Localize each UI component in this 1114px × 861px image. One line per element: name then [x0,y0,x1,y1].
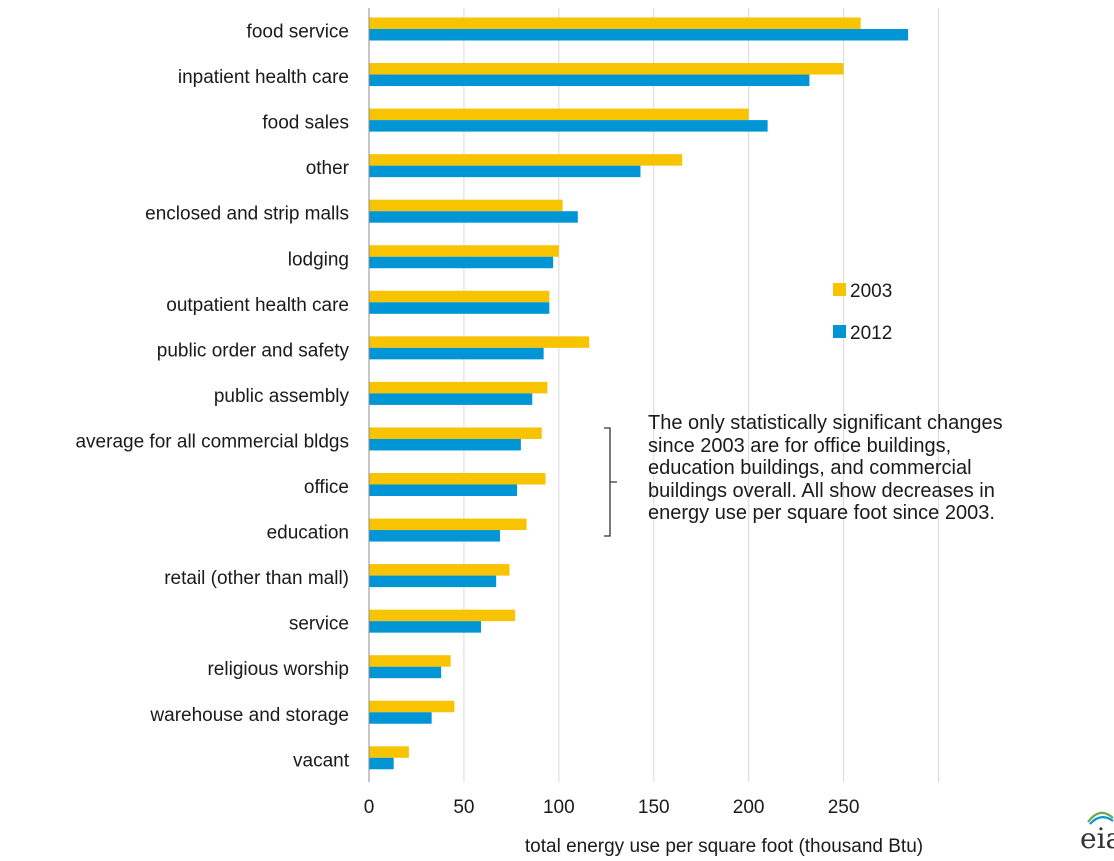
bar-2012 [369,757,394,770]
category-label: other [306,158,350,179]
category-label: religious worship [207,659,349,680]
bar-2003 [369,655,451,667]
legend: 2003 2012 [833,281,892,344]
category-label: enclosed and strip malls [145,204,349,225]
bar-2012 [369,575,497,588]
bar-2012 [369,165,641,178]
x-tick-label: 250 [828,797,860,818]
bar-2003 [369,746,409,758]
category-label: inpatient health care [178,67,349,88]
category-label: vacant [293,750,350,771]
category-label: education [267,523,349,544]
bar-2003 [369,199,563,212]
bar-2012 [369,530,500,542]
annotation-text: The only statistically significant chang… [648,412,1003,525]
legend-label-2003: 2003 [850,281,892,302]
x-axis-label: total energy use per square foot (thousa… [525,836,923,857]
x-tick-label: 50 [453,797,474,818]
category-label: service [289,614,349,635]
category-label: public order and safety [157,340,350,361]
bar-2012 [369,393,533,405]
bar-2003 [369,245,559,257]
bar-2003 [369,381,548,394]
bar-2003 [369,700,455,713]
bar-2003 [369,154,683,166]
bar-2012 [369,302,550,314]
annotation-bracket [604,427,617,537]
bar-2012 [369,484,518,496]
bar-2003 [369,17,861,29]
category-label: food service [247,22,349,43]
x-tick-label: 200 [733,797,765,818]
bar-2003 [369,108,749,121]
bar-2003 [369,336,590,348]
bar-2003 [369,564,510,576]
bar-2012 [369,29,909,41]
x-tick-label: 0 [364,797,375,818]
category-label: average for all commercial bldgs [75,431,349,452]
logo-text: eia [1080,822,1114,852]
bars [369,17,909,770]
bar-2003 [369,473,546,485]
bar-2003 [369,290,550,303]
bar-2012 [369,120,768,132]
category-label: office [304,477,349,498]
bar-2003 [369,518,527,531]
x-tick-label: 100 [543,797,575,818]
grid-lines [463,8,939,782]
category-label: lodging [288,249,349,270]
category-label: retail (other than mall) [164,568,349,589]
bar-2012 [369,621,481,633]
category-label: warehouse and storage [149,705,349,726]
category-label: food sales [262,113,349,134]
bar-2012 [369,666,442,679]
category-labels: food service inpatient health care food sa… [75,22,349,772]
bar-2012 [369,438,521,451]
x-tick-labels: 0 50 100 150 200 250 [364,797,860,818]
category-label: outpatient health care [166,295,349,316]
bar-2012 [369,347,544,360]
bar-2012 [369,211,578,223]
bar-2003 [369,63,844,75]
legend-label-2012: 2012 [850,323,892,344]
bar-2003 [369,609,516,622]
x-tick-label: 150 [638,797,670,818]
bar-2012 [369,712,432,724]
legend-swatch-2012 [833,325,846,338]
eia-logo: eia [1080,811,1114,852]
legend-swatch-2003 [833,283,846,296]
bar-2003 [369,427,542,439]
category-label: public assembly [214,386,350,407]
bar-2012 [369,256,554,269]
bar-2012 [369,74,810,87]
